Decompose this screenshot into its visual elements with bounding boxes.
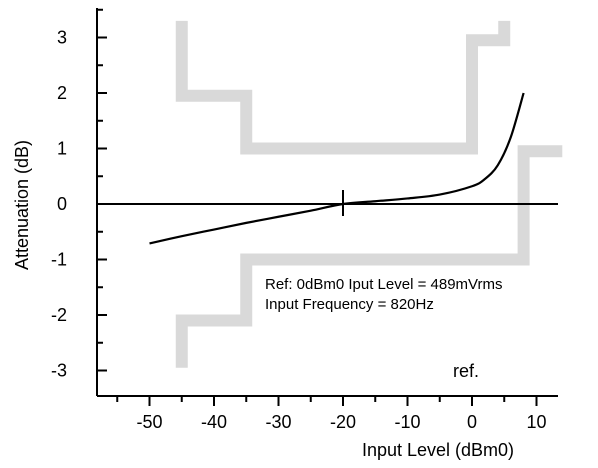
y-tick-label: 0 <box>57 194 67 214</box>
attenuation-curve <box>149 92 525 245</box>
y-tick-label: -3 <box>51 361 67 381</box>
series-layer <box>149 92 525 245</box>
tolerance-mask-lower <box>175 145 563 368</box>
y-tick-label: 2 <box>57 83 67 103</box>
x-tick-label: -30 <box>265 412 291 432</box>
x-tick-label: -50 <box>136 412 162 432</box>
y-tick-label: -2 <box>51 305 67 325</box>
x-axis-title: Input Level (dBm0) <box>362 440 514 460</box>
x-tick-label: -40 <box>201 412 227 432</box>
x-tick-label: -10 <box>394 412 420 432</box>
x-tick-label: 0 <box>467 412 477 432</box>
tolerance-mask-upper <box>175 20 511 155</box>
y-tick-label: 1 <box>57 139 67 159</box>
annotation-reference-level: Ref: 0dBm0 Iput Level = 489mVrms <box>265 276 502 293</box>
y-tick-label: 3 <box>57 28 67 48</box>
axes <box>96 8 558 406</box>
x-tick-label: 10 <box>526 412 546 432</box>
tolerance-mask <box>175 20 563 368</box>
y-tick-label: -1 <box>51 250 67 270</box>
reference-label: ref. <box>453 361 479 381</box>
x-tick-label: -20 <box>330 412 356 432</box>
y-axis-title: Attenuation (dB) <box>12 140 32 270</box>
annotation-input-frequency: Input Frequency = 820Hz <box>265 296 434 313</box>
